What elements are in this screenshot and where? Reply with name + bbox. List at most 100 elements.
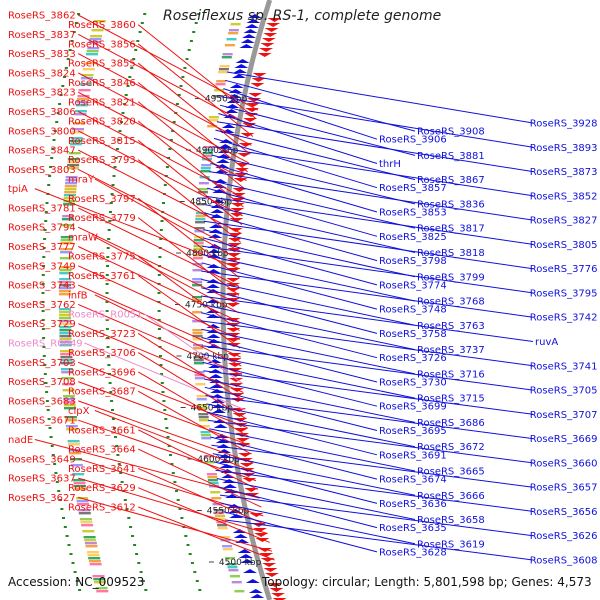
- left-leader-line: [137, 24, 257, 120]
- reverse-gene-arrow: [248, 589, 263, 593]
- right-gene-label: RoseRS_3705: [530, 386, 598, 397]
- cog-stripe: [59, 335, 72, 338]
- cog-stripe: [74, 113, 87, 116]
- left-leader-line: [138, 506, 275, 561]
- cog-stripe: [193, 254, 203, 257]
- cog-stripe: [219, 536, 230, 539]
- reverse-gene-arrow: [228, 89, 243, 93]
- right-gene-label: RoseRS_3799: [417, 272, 485, 283]
- cog-stripe: [204, 461, 215, 464]
- gc-dot: [117, 463, 121, 465]
- gc-dot: [78, 589, 82, 591]
- cog-stripe: [202, 158, 212, 161]
- cog-stripe: [94, 581, 106, 584]
- cog-stripe: [192, 338, 203, 341]
- gc-dot: [178, 508, 182, 510]
- left-gene-label: RoseRS_3649: [8, 454, 76, 465]
- cog-stripe: [71, 131, 84, 134]
- cog-stripe: [75, 104, 88, 107]
- forward-gene-arrow: [259, 48, 274, 52]
- right-leader-line: [205, 204, 416, 253]
- left-gene-label: RoseRS_3762: [8, 300, 76, 311]
- topology-text: Topology: circular; Length: 5,801,598 bp…: [262, 575, 592, 589]
- cog-stripe: [201, 164, 212, 167]
- gc-dot: [167, 157, 171, 159]
- left-gene-label: RoseRS_3629: [68, 483, 136, 494]
- right-gene-label: RoseRS_3636: [379, 499, 447, 510]
- cog-stripe: [88, 560, 101, 563]
- right-leader-line: [201, 270, 534, 318]
- right-gene-label: ruvA: [535, 337, 558, 348]
- left-leader-line: [77, 207, 240, 287]
- gc-dot: [74, 22, 78, 24]
- tick-label: 4850 kbp: [190, 198, 233, 208]
- right-leader-line: [210, 436, 378, 480]
- left-leader-line: [77, 14, 259, 111]
- left-gene-label: RoseRS_3860: [68, 20, 136, 31]
- gc-dot: [65, 535, 69, 537]
- forward-gene-arrow: [235, 163, 250, 167]
- cog-stripe: [193, 248, 204, 251]
- cog-stripe: [197, 404, 208, 407]
- left-leader-line: [137, 332, 245, 402]
- left-gene-label: tpiA: [8, 184, 28, 195]
- cog-stripe: [197, 197, 208, 200]
- reverse-gene-arrow: [224, 109, 239, 113]
- cog-stripe: [62, 389, 75, 392]
- right-leader-line: [223, 511, 378, 553]
- gc-dot: [115, 445, 119, 447]
- left-gene-label: RoseRS_3824: [8, 68, 76, 79]
- forward-gene-arrow: [257, 53, 272, 57]
- gc-dot: [61, 85, 65, 87]
- gc-dot: [173, 481, 177, 483]
- cog-stripe: [63, 401, 76, 404]
- forward-gene-arrow: [228, 233, 243, 237]
- cog-stripe: [202, 152, 213, 155]
- cog-stripe: [72, 122, 85, 125]
- right-gene-label: RoseRS_3695: [379, 426, 447, 437]
- cog-stripe: [68, 152, 81, 155]
- reverse-gene-arrow: [233, 534, 248, 538]
- cog-stripe: [226, 38, 237, 41]
- gc-dot: [114, 436, 117, 438]
- right-gene-label: RoseRS_3665: [417, 467, 485, 478]
- cog-stripe: [217, 527, 228, 530]
- gc-dot: [110, 400, 114, 402]
- right-gene-label: RoseRS_3660: [530, 458, 598, 469]
- gc-dot: [157, 274, 161, 276]
- right-gene-label: RoseRS_3795: [530, 288, 598, 299]
- gc-dot: [45, 391, 49, 393]
- cog-stripe: [234, 590, 245, 593]
- left-gene-label: RoseRS_3641: [68, 464, 136, 475]
- right-leader-line: [200, 287, 378, 334]
- cog-stripe: [63, 200, 76, 203]
- gc-dot: [159, 364, 163, 366]
- reverse-gene-arrow: [233, 69, 248, 73]
- cog-stripe: [203, 455, 214, 458]
- reverse-gene-arrow: [208, 374, 223, 378]
- cog-stripe: [217, 524, 228, 527]
- tick-label: 4950 kbp: [205, 95, 248, 105]
- cog-stripe: [192, 278, 203, 281]
- right-leader-line: [200, 312, 378, 359]
- gc-dot: [139, 571, 143, 573]
- cog-stripe: [198, 413, 209, 416]
- forward-gene-arrow: [226, 333, 241, 337]
- forward-gene-arrow: [269, 588, 284, 592]
- reverse-gene-arrow: [237, 549, 252, 553]
- cog-stripe: [219, 65, 230, 68]
- left-leader-line: [77, 130, 243, 217]
- gc-dot: [55, 481, 59, 483]
- gc-dot: [109, 202, 113, 204]
- left-leader-line: [137, 390, 252, 455]
- gc-dot: [126, 85, 130, 87]
- forward-gene-arrow: [267, 18, 282, 22]
- cog-stripe: [88, 41, 101, 44]
- cog-stripe: [70, 458, 82, 461]
- right-leader-line: [219, 494, 534, 537]
- right-gene-label: RoseRS_3742: [530, 313, 598, 324]
- cog-stripe: [222, 548, 233, 551]
- gc-dot: [123, 499, 127, 501]
- cog-stripe: [83, 536, 96, 539]
- left-leader-line: [78, 496, 273, 552]
